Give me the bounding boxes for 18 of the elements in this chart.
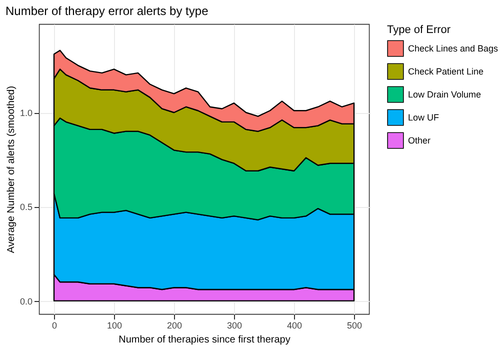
y-tick-label: 0.5	[20, 202, 32, 212]
legend-label: Low Drain Volume	[408, 90, 482, 100]
x-tick-label: 500	[346, 320, 362, 330]
legend-label: Low UF	[408, 112, 440, 122]
legend-title: Type of Error	[387, 24, 451, 36]
y-tick-label: 0.0	[20, 296, 32, 306]
legend-label: Check Patient Line	[408, 66, 484, 76]
legend-label: Check Lines and Bags	[408, 44, 499, 54]
x-tick-label: 300	[226, 320, 242, 330]
chart-title: Number of therapy error alerts by type	[5, 4, 209, 18]
y-tick-label: 1.0	[20, 108, 32, 118]
x-tick-label: 0	[52, 320, 58, 330]
x-axis-title: Number of therapies since first therapy	[118, 334, 290, 346]
x-tick-label: 200	[166, 320, 182, 330]
x-tick-label: 400	[286, 320, 302, 330]
x-tick-label: 100	[106, 320, 122, 330]
y-axis-title: Average Number of alerts (smoothed)	[6, 86, 17, 254]
legend-label: Other	[408, 136, 431, 146]
